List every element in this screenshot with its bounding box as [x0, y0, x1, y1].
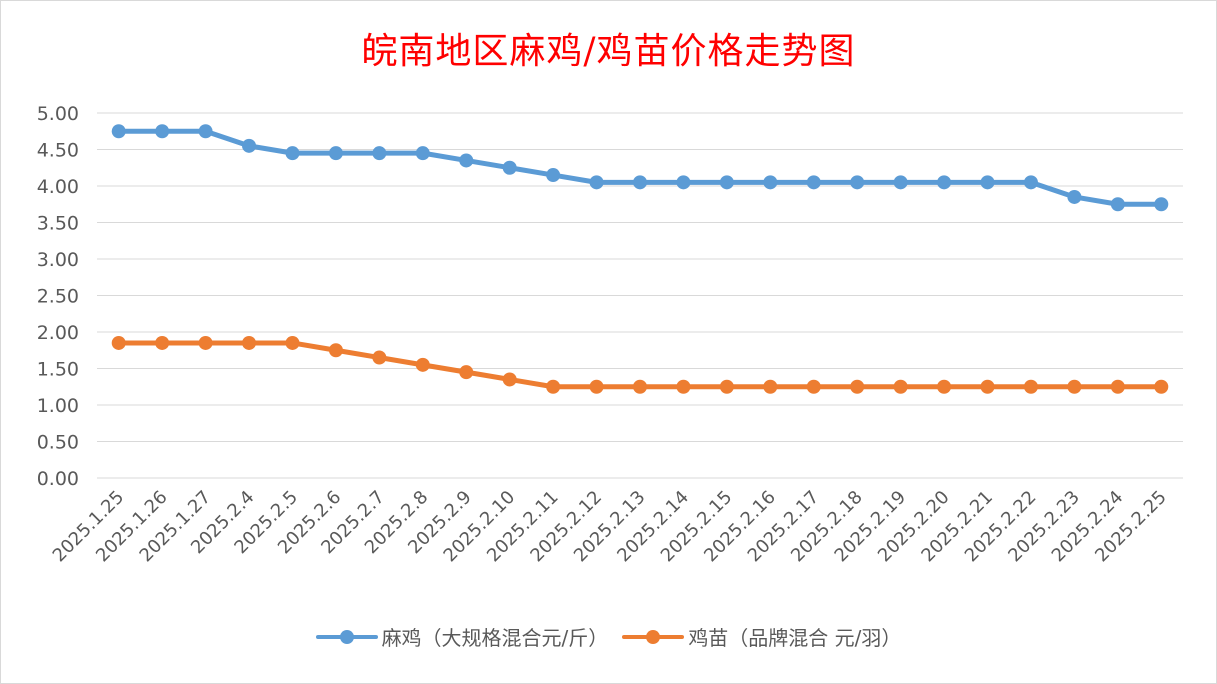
series-1 — [111, 335, 1169, 394]
data-point[interactable] — [719, 379, 734, 394]
data-point[interactable] — [1110, 197, 1125, 212]
data-point[interactable] — [1067, 379, 1082, 394]
data-point[interactable] — [1154, 379, 1169, 394]
legend-item-series-1[interactable]: 鸡苗（品牌混合 元/羽） — [622, 622, 901, 651]
data-point[interactable] — [1110, 379, 1125, 394]
data-point[interactable] — [763, 379, 778, 394]
data-point[interactable] — [980, 175, 995, 190]
data-point[interactable] — [806, 379, 821, 394]
data-point[interactable] — [893, 379, 908, 394]
y-tick-label: 0.50 — [37, 432, 79, 454]
data-point[interactable] — [459, 153, 474, 168]
data-point[interactable] — [459, 365, 474, 380]
data-point[interactable] — [155, 124, 170, 139]
data-point[interactable] — [415, 146, 430, 161]
data-point[interactable] — [372, 350, 387, 365]
y-tick-label: 2.50 — [37, 286, 79, 308]
legend-item-series-0[interactable]: 麻鸡（大规格混合元/斤） — [315, 622, 609, 651]
data-point[interactable] — [328, 146, 343, 161]
y-tick-label: 1.50 — [37, 359, 79, 381]
data-point[interactable] — [980, 379, 995, 394]
data-point[interactable] — [198, 335, 213, 350]
y-tick-label: 3.50 — [37, 213, 79, 235]
data-point[interactable] — [285, 335, 300, 350]
data-point[interactable] — [676, 175, 691, 190]
legend: 麻鸡（大规格混合元/斤） 鸡苗（品牌混合 元/羽） — [0, 622, 1217, 651]
data-point[interactable] — [198, 124, 213, 139]
data-point[interactable] — [1023, 379, 1038, 394]
data-point[interactable] — [893, 175, 908, 190]
y-tick-label: 0.00 — [37, 468, 79, 490]
data-point[interactable] — [155, 335, 170, 350]
y-tick-label: 2.00 — [37, 322, 79, 344]
data-point[interactable] — [111, 124, 126, 139]
chart-title: 皖南地区麻鸡/鸡苗价格走势图 — [361, 31, 856, 72]
data-point[interactable] — [546, 168, 561, 183]
data-point[interactable] — [633, 175, 647, 190]
data-point[interactable] — [372, 146, 387, 161]
y-tick-label: 3.00 — [37, 249, 79, 271]
data-point[interactable] — [937, 379, 952, 394]
data-point[interactable] — [806, 175, 821, 190]
data-point[interactable] — [589, 379, 604, 394]
data-point[interactable] — [1154, 197, 1169, 212]
y-axis-ticks: 0.00 0.50 1.00 1.50 2.00 2.50 3.00 3.50 4.00 4.50… — [37, 103, 79, 490]
legend-label-series-0: 麻鸡（大规格混合元/斤） — [381, 626, 609, 650]
data-point[interactable] — [1023, 175, 1038, 190]
data-point[interactable] — [502, 160, 517, 175]
x-axis-ticks: 2025.1.252025.1.262025.1.272025.2.42025.… — [49, 487, 1171, 567]
data-point[interactable] — [676, 379, 691, 394]
legend-label-series-1: 鸡苗（品牌混合 元/羽） — [688, 626, 902, 650]
series-line — [116, 128, 1164, 207]
data-point[interactable] — [850, 379, 865, 394]
data-point[interactable] — [1067, 189, 1082, 204]
data-point[interactable] — [242, 138, 257, 153]
data-point[interactable] — [415, 357, 430, 372]
data-point[interactable] — [850, 175, 865, 190]
data-point[interactable] — [502, 372, 517, 387]
y-tick-label: 1.00 — [37, 395, 79, 417]
y-tick-label: 4.00 — [37, 176, 79, 198]
data-point[interactable] — [763, 175, 778, 190]
series-layer — [111, 124, 1169, 394]
y-tick-label: 5.00 — [37, 103, 79, 125]
data-point[interactable] — [546, 379, 561, 394]
y-tick-label: 4.50 — [37, 140, 79, 162]
gridlines — [97, 112, 1183, 479]
legend-swatch-series-1-icon — [622, 627, 685, 647]
data-point[interactable] — [328, 343, 343, 358]
data-point[interactable] — [719, 175, 734, 190]
data-point[interactable] — [242, 335, 257, 350]
legend-swatch-series-0-icon — [315, 627, 378, 647]
data-point[interactable] — [285, 146, 300, 161]
data-point[interactable] — [589, 175, 604, 190]
data-point[interactable] — [937, 175, 952, 190]
series-0 — [111, 124, 1169, 212]
data-point[interactable] — [633, 379, 647, 394]
data-point[interactable] — [111, 335, 126, 350]
